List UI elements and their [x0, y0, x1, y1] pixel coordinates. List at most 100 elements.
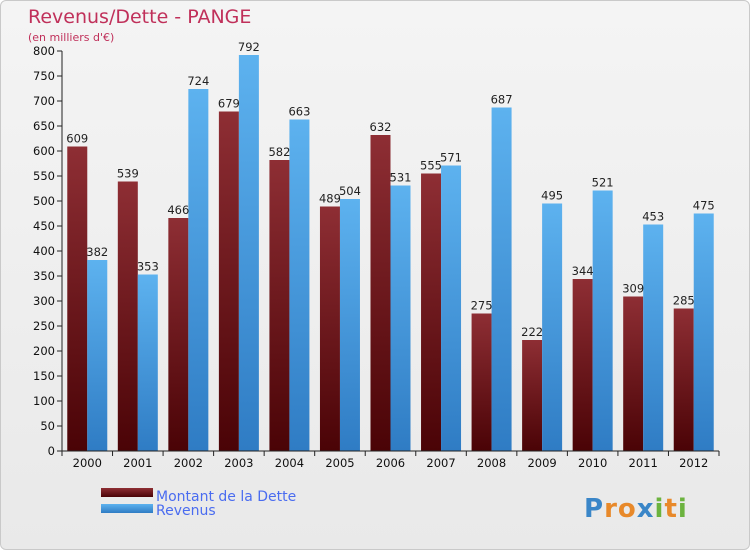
y-tick-label: 800 — [33, 44, 55, 58]
logo-letter: i — [655, 494, 665, 524]
data-label-revenus: 521 — [592, 176, 614, 190]
legend-label-revenus: Revenus — [156, 503, 216, 519]
bar-revenus — [289, 119, 310, 451]
logo-letter: P — [584, 494, 604, 524]
y-tick-label: 450 — [33, 219, 55, 233]
legend-label-debt: Montant de la Dette — [156, 489, 296, 505]
data-label-revenus: 504 — [339, 184, 361, 198]
bar-debt — [421, 173, 442, 451]
data-label-revenus: 382 — [86, 245, 108, 259]
logo-text: Proxiti — [584, 494, 688, 524]
bar-debt — [218, 111, 239, 451]
x-tick-label: 2002 — [174, 456, 203, 470]
bar-debt — [522, 340, 543, 451]
bar-revenus — [390, 185, 411, 451]
bar-revenus — [491, 107, 512, 451]
legend-swatch-revenus — [101, 504, 153, 513]
bar-debt — [370, 135, 391, 451]
data-label-revenus: 724 — [187, 74, 209, 88]
chart-subtitle: (en milliers d'€) — [28, 31, 114, 44]
y-tick-label: 50 — [40, 419, 55, 433]
data-label-debt: 609 — [66, 132, 88, 146]
data-label-revenus: 792 — [238, 40, 260, 54]
logo-letter: x — [637, 494, 655, 524]
legend-swatch-debt — [101, 488, 153, 497]
data-label-revenus: 687 — [491, 93, 513, 107]
y-tick-label: 750 — [33, 69, 55, 83]
data-label-debt: 275 — [471, 299, 493, 313]
bar-revenus — [643, 224, 664, 451]
data-label-debt: 285 — [673, 294, 695, 308]
data-label-debt: 489 — [319, 192, 341, 206]
data-label-revenus: 453 — [642, 210, 664, 224]
bar-revenus — [137, 274, 158, 451]
bar-debt — [572, 279, 593, 451]
y-tick-label: 700 — [33, 94, 55, 108]
bar-revenus — [238, 55, 259, 451]
x-tick-label: 2010 — [578, 456, 607, 470]
data-label-debt: 222 — [521, 325, 543, 339]
x-tick-label: 2001 — [123, 456, 152, 470]
logo-letter: i — [678, 494, 688, 524]
y-tick-label: 350 — [33, 269, 55, 283]
y-tick-label: 600 — [33, 144, 55, 158]
data-label-revenus: 571 — [440, 151, 462, 165]
logo-letter: o — [618, 494, 637, 524]
y-tick-label: 650 — [33, 119, 55, 133]
data-label-debt: 632 — [370, 120, 392, 134]
chart-title: Revenus/Dette - PANGE — [28, 6, 251, 28]
x-tick-label: 2000 — [73, 456, 102, 470]
data-label-revenus: 531 — [390, 171, 412, 185]
bar-revenus — [339, 199, 360, 451]
y-tick-label: 400 — [33, 244, 55, 258]
bar-debt — [269, 160, 290, 451]
bar-revenus — [441, 165, 462, 451]
data-label-debt: 539 — [117, 167, 139, 181]
bar-debt — [623, 296, 644, 451]
logo-letter: r — [604, 494, 618, 524]
bars — [67, 55, 714, 451]
bar-debt — [319, 206, 340, 451]
data-label-revenus: 663 — [288, 105, 310, 119]
x-tick-label: 2003 — [224, 456, 253, 470]
y-tick-label: 150 — [33, 369, 55, 383]
proxiti-logo: Proxiti — [584, 494, 688, 524]
data-label-debt: 466 — [167, 203, 189, 217]
bar-debt — [471, 313, 492, 451]
data-label-debt: 582 — [268, 145, 290, 159]
x-tick-label: 2007 — [426, 456, 455, 470]
x-tick-label: 2008 — [477, 456, 506, 470]
data-label-revenus: 353 — [137, 260, 159, 274]
x-tick-label: 2009 — [527, 456, 556, 470]
y-tick-label: 0 — [48, 444, 55, 458]
y-tick-label: 550 — [33, 169, 55, 183]
bar-revenus — [542, 203, 563, 451]
data-label-debt: 679 — [218, 97, 240, 111]
y-tick-label: 200 — [33, 344, 55, 358]
data-label-revenus: 475 — [693, 199, 715, 213]
logo-letter: t — [664, 494, 677, 524]
legend: Montant de la Dette Revenus — [101, 488, 296, 519]
y-tick-label: 250 — [33, 319, 55, 333]
data-label-debt: 344 — [572, 264, 594, 278]
x-axis: 2000 2001 2002 2003 2004 2005 2006 2007 2008 2009… — [61, 450, 720, 470]
y-axis: 0 50 100 150 200 250 300 350 400 450 500 550 600 650 7… — [33, 44, 63, 458]
bar-debt — [673, 308, 694, 451]
y-tick-label: 500 — [33, 194, 55, 208]
x-tick-label: 2006 — [376, 456, 405, 470]
bar-revenus — [693, 213, 714, 451]
y-tick-label: 300 — [33, 294, 55, 308]
y-tick-label: 100 — [33, 394, 55, 408]
data-label-debt: 555 — [420, 159, 442, 173]
bar-revenus — [87, 260, 108, 451]
data-label-debt: 309 — [622, 282, 644, 296]
bar-revenus — [188, 89, 209, 451]
data-label-revenus: 495 — [541, 189, 563, 203]
x-tick-label: 2004 — [275, 456, 304, 470]
x-tick-label: 2005 — [325, 456, 354, 470]
x-tick-label: 2011 — [629, 456, 658, 470]
bar-debt — [168, 218, 189, 451]
